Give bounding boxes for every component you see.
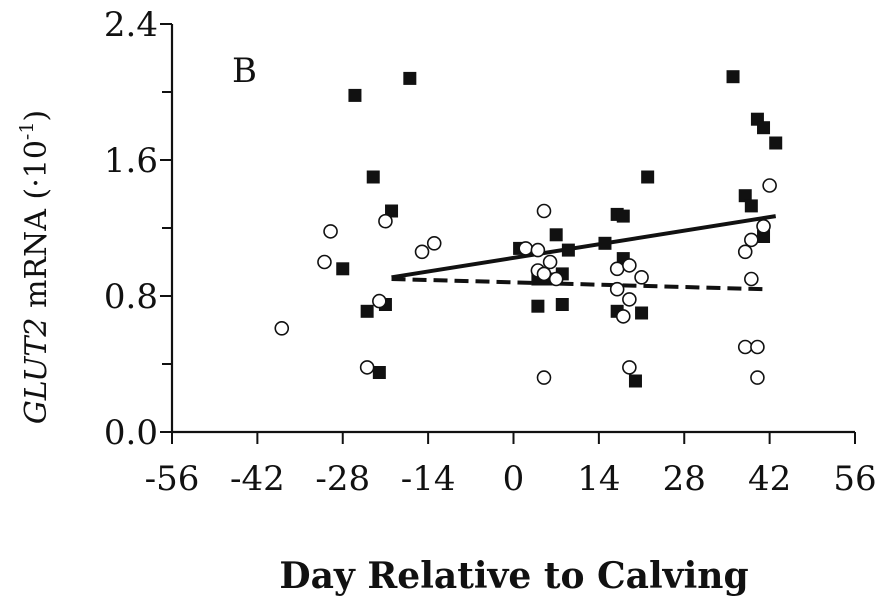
axes: 0.0 0.8 1.6 2.4 -56 -42 -28 -14 0 14 28 42 56	[104, 5, 877, 499]
panel-label: B	[232, 51, 257, 91]
open-circle-point	[609, 261, 625, 277]
filled-square-point	[738, 189, 752, 203]
filled-square-point	[385, 204, 399, 218]
open-circle-point	[536, 370, 552, 385]
y-tick-label: 0.8	[104, 277, 158, 317]
y-axis-title-gene: GLUT2	[19, 318, 54, 425]
y-axis-title-unit: mRNA (·10	[19, 140, 54, 317]
open-circle-point	[414, 244, 430, 260]
y-axis-title-close: )	[19, 110, 54, 122]
filled-square-point	[403, 71, 417, 85]
filled-square-point	[531, 299, 545, 313]
open-circle-point	[372, 293, 387, 309]
x-tick-label: 28	[663, 459, 706, 499]
open-circle-point	[518, 241, 533, 256]
x-axis-title: Day Relative to Calving	[279, 555, 748, 597]
filled-square-point	[744, 199, 758, 213]
open-circle-point	[744, 271, 759, 287]
x-tick-label: -14	[401, 459, 456, 499]
y-tick-label: 1.6	[104, 141, 158, 181]
open-circle-point	[536, 266, 552, 282]
filled-square-point	[360, 304, 374, 318]
x-tick-label: 0	[503, 459, 525, 499]
open-circle-point	[536, 203, 552, 219]
open-circle-point	[744, 232, 759, 248]
open-circle-point	[634, 269, 649, 285]
open-circle-point	[622, 258, 637, 273]
filled-square-point	[726, 70, 740, 84]
filled-square-point	[348, 88, 362, 102]
filled-square-point	[336, 262, 350, 276]
data-markers	[274, 70, 783, 388]
trend-line-solid	[391, 214, 777, 280]
trend-lines	[391, 214, 777, 292]
open-circle-point	[609, 281, 625, 297]
open-circle-point	[378, 213, 393, 229]
filled-square-point	[372, 366, 386, 379]
x-tick-label: -42	[230, 459, 285, 499]
open-circle-point	[317, 254, 332, 270]
open-circle-point	[530, 242, 546, 258]
filled-square-point	[641, 170, 655, 184]
open-circle-point	[615, 309, 631, 324]
y-axis-title-exponent: -1	[16, 122, 38, 141]
open-circle-point	[622, 360, 637, 375]
x-tick-label: -56	[145, 459, 200, 499]
y-tick-label: 0.0	[104, 413, 158, 453]
filled-square-point	[635, 306, 649, 320]
x-tick-label: -28	[315, 459, 370, 499]
open-circle-point	[750, 370, 765, 385]
open-circle-point	[274, 320, 290, 336]
filled-square-point	[555, 298, 569, 311]
filled-square-point	[769, 136, 783, 150]
y-axis-title: GLUT2 mRNA (·10-1)	[16, 110, 54, 424]
x-tick-label: 42	[748, 459, 791, 499]
x-tick-label: 14	[577, 459, 620, 499]
open-circle-point	[426, 236, 442, 251]
filled-square-point	[757, 121, 771, 135]
x-tick-label: 56	[833, 459, 876, 499]
open-circle-point	[622, 292, 637, 307]
filled-square-point	[366, 170, 380, 184]
open-circle-point	[762, 178, 777, 193]
open-circle-point	[750, 339, 765, 355]
open-circle-point	[737, 244, 753, 260]
open-circle-point	[756, 219, 771, 234]
y-tick-label: 2.4	[104, 5, 158, 45]
filled-square-point	[598, 236, 612, 250]
filled-square-point	[757, 230, 771, 243]
open-circle-point	[737, 339, 753, 355]
open-circle-point	[548, 271, 564, 287]
filled-square-point	[616, 209, 630, 223]
filled-square-point	[549, 228, 563, 242]
filled-square-point	[561, 243, 575, 257]
open-circle-point	[359, 360, 375, 375]
open-circle-point	[542, 254, 558, 270]
open-circle-point	[323, 224, 338, 239]
filled-square-point	[628, 374, 642, 388]
trend-line-dashed	[391, 277, 764, 292]
